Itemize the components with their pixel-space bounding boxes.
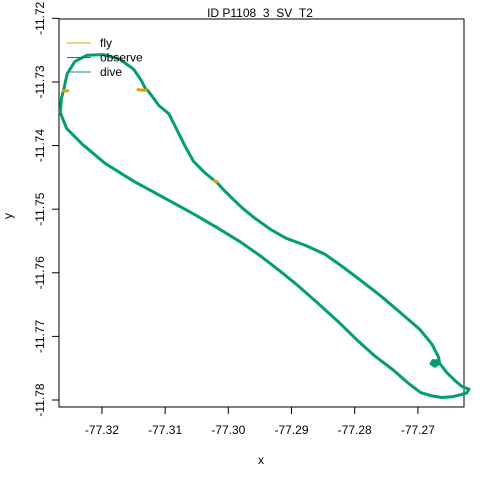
dive-point (192, 160, 195, 163)
dive-point (102, 53, 105, 56)
dive-point (460, 385, 464, 388)
dive-point (241, 206, 244, 210)
dive-point (66, 72, 69, 75)
dive-point (277, 269, 281, 272)
dive-point (73, 60, 77, 63)
dive-point (81, 143, 84, 146)
dive-point (65, 127, 68, 130)
dive-point (355, 338, 358, 341)
dive-point (391, 368, 394, 371)
dive-point (139, 78, 143, 82)
dive-point (430, 342, 433, 346)
dive-point (323, 253, 327, 256)
dive-point (435, 359, 438, 362)
dive-point (435, 363, 438, 367)
chart-title: ID P1108_3_SV_T2 (207, 6, 313, 20)
dive-point (429, 394, 432, 397)
dive-point (340, 265, 344, 268)
dive-point (418, 328, 421, 331)
dive-point (357, 278, 361, 281)
dive-point (132, 180, 135, 183)
x-tick-label: -77.28 (338, 423, 372, 437)
dive-point (304, 244, 307, 247)
dive-point (85, 54, 89, 57)
dive-point (465, 391, 468, 395)
fly-point (141, 89, 144, 92)
dive-point (59, 111, 62, 114)
dive-point (400, 312, 404, 316)
dive-point (217, 227, 220, 230)
x-tick-label: -77.27 (401, 423, 435, 437)
dive-point (445, 371, 449, 374)
series-dive (58, 53, 471, 399)
x-tick-label: -77.31 (148, 423, 182, 437)
dive-point (132, 68, 135, 71)
dive-point (467, 388, 471, 391)
fly-point (62, 89, 65, 93)
legend-label-observe: observe (100, 51, 143, 65)
dive-point (222, 188, 225, 191)
y-tick-label: -11.72 (33, 1, 47, 34)
dive-point (406, 381, 409, 384)
legend-label-dive: dive (100, 65, 122, 79)
dive-point (118, 57, 121, 61)
dive-point (452, 378, 456, 381)
dive-point (458, 393, 461, 397)
dive-point (450, 395, 454, 398)
x-axis: -77.32 -77.31 -77.30 -77.29 -77.28 -77.27 (85, 406, 435, 437)
x-axis-label: x (258, 453, 264, 467)
dive-point (431, 359, 435, 362)
dive-point (258, 254, 262, 257)
series-fly (61, 88, 219, 184)
dive-point (230, 196, 233, 199)
x-tick-label: -77.32 (85, 423, 119, 437)
dive-point (103, 162, 107, 165)
x-tick-label: -77.29 (274, 423, 308, 437)
y-tick-label: -11.73 (33, 65, 47, 98)
y-tick-label: -11.76 (33, 256, 47, 289)
x-tick-label: -77.30 (211, 423, 245, 437)
dive-point (419, 391, 422, 394)
y-axis: -11.72 -11.73 -11.74 -11.75 -11.76 -11.77 -11.… (33, 1, 60, 417)
dive-point (184, 145, 187, 148)
dive-point (176, 130, 179, 133)
dive-point (254, 217, 257, 220)
dive-point (285, 237, 288, 240)
fly-point (66, 89, 70, 93)
series-layer (58, 53, 471, 399)
y-tick-label: -11.74 (33, 129, 47, 162)
dive-point (162, 196, 166, 199)
dive-point (336, 319, 339, 323)
fly-point (145, 89, 148, 92)
dive-path (146, 88, 441, 368)
dive-point (373, 354, 377, 358)
dive-point (203, 171, 207, 175)
dive-point (431, 363, 434, 366)
dive-point (239, 241, 243, 244)
fly-point (136, 88, 140, 91)
dive-point (438, 361, 441, 365)
dive-point (440, 396, 444, 399)
dive-point (380, 295, 383, 298)
dive-point (437, 356, 440, 359)
y-tick-label: -11.75 (33, 192, 47, 225)
fly-point (213, 179, 216, 182)
dive-point (152, 97, 155, 100)
dive-point (167, 112, 171, 116)
y-tick-label: -11.77 (33, 320, 47, 353)
dive-point (60, 96, 63, 100)
dive-point (297, 284, 300, 288)
dive-point (157, 104, 160, 107)
dive-point (316, 302, 320, 305)
legend-label-fly: fly (100, 36, 112, 50)
dive-point (269, 228, 272, 231)
dive-point (193, 213, 196, 216)
y-axis-label: y (1, 213, 15, 219)
y-tick-label: -11.78 (33, 383, 47, 416)
dive-point (433, 365, 437, 368)
fly-point (215, 180, 219, 183)
